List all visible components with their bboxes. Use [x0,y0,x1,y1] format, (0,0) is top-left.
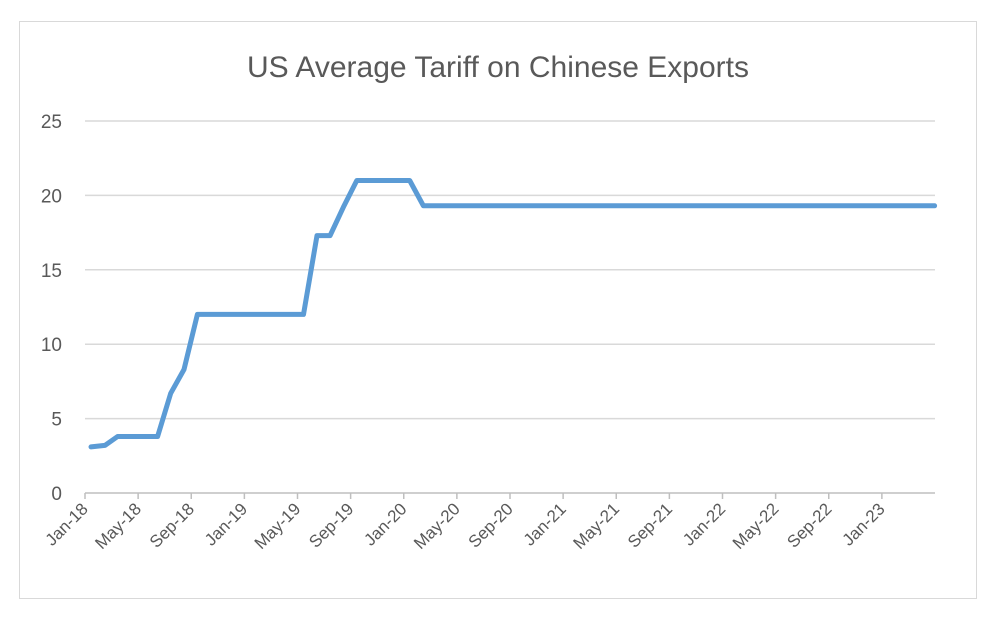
x-tick-label: Sep-19 [305,499,357,551]
y-tick-label: 15 [41,261,62,282]
line-chart: US Average Tariff on Chinese Exports 0 5 1… [41,51,938,553]
x-tick-label: May-20 [410,499,464,553]
x-tick-label: Jan-22 [679,499,729,549]
x-tick-label: Jan-19 [201,499,251,549]
x-tick-label: Sep-20 [465,499,517,551]
x-tick-label: Jan-23 [839,499,889,549]
y-tick-label: 5 [51,410,62,431]
x-tick-label: Sep-21 [624,499,676,551]
chart-title: US Average Tariff on Chinese Exports [247,51,749,84]
series-layer [88,178,938,450]
y-tick-label: 10 [41,335,62,356]
y-tick-label: 25 [41,112,62,133]
x-tick-label: May-19 [251,499,305,553]
x-tick-label: Jan-21 [520,499,570,549]
series-line [88,178,938,450]
y-tick-label: 20 [41,186,62,207]
y-axis-ticks: 0 5 10 15 20 25 [41,112,62,505]
gridlines [85,120,935,494]
y-tick-label: 0 [51,484,62,505]
x-tick-label: May-18 [91,499,145,553]
x-tick-label: Jan-18 [42,499,92,549]
x-tick-label: May-22 [729,499,783,553]
x-tick-label: May-21 [570,499,624,553]
x-tick-label: Jan-20 [360,499,410,549]
x-tick-label: Sep-18 [146,499,198,551]
chart-frame: US Average Tariff on Chinese Exports 0 5 1… [19,21,977,599]
x-tick-label: Sep-22 [783,499,835,551]
x-axis-ticks: Jan-18 May-18 Sep-18 Jan-19 May-19 Sep-19 Jan-… [42,493,889,553]
